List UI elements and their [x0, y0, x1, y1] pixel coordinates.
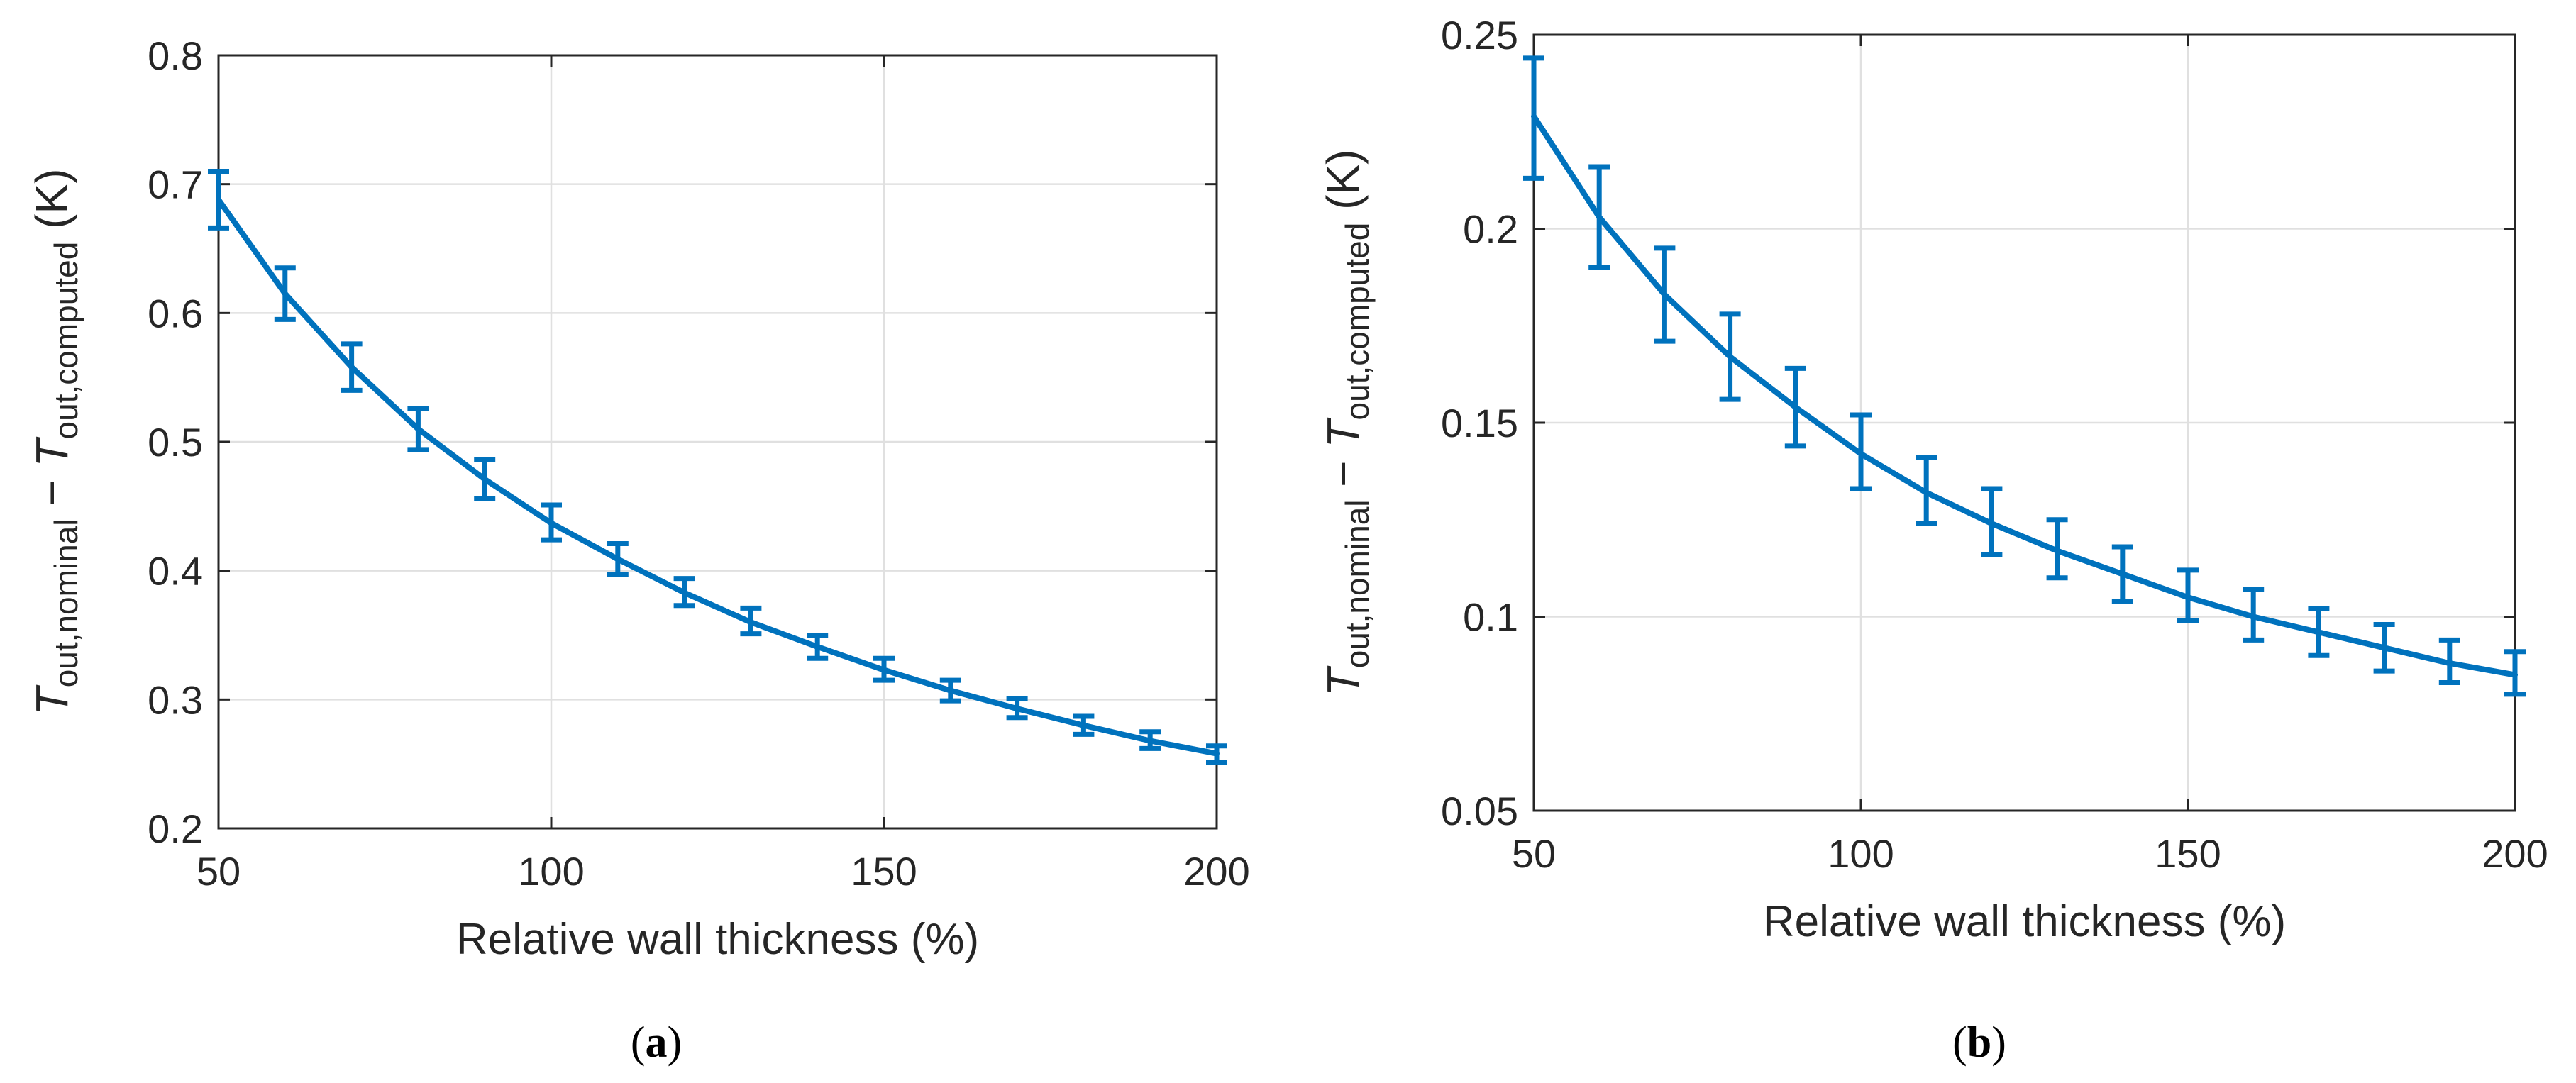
chart-a-ytick-label-5: 0.7 [148, 162, 203, 207]
chart-a-errorbar-6 [607, 541, 629, 577]
chart-b-ytick-label-2: 0.15 [1441, 401, 1518, 445]
chart-a-errorbar-5 [541, 502, 562, 543]
chart-a-errorbar-14 [1139, 729, 1161, 751]
chart-a-y-axis-label: Tout,nominal − Tout,computed (K) [26, 169, 84, 716]
chart-b-errorbar-1 [1588, 164, 1610, 270]
chart-b-errorbar-2 [1654, 245, 1676, 344]
chart-b-y-ticks: 0.05 0.1 0.15 0.2 0.25 [1441, 13, 2515, 833]
chart-a-series-line [216, 196, 1220, 757]
chart-b-ylabel-t2: T [1317, 418, 1369, 448]
chart-a-errorbar-4 [474, 457, 496, 501]
chart-b-grid [1534, 35, 2515, 811]
chart-b-errorbar-3 [1719, 311, 1741, 402]
chart-b-errorbar-13 [2373, 621, 2395, 674]
chart-b-errorbar-7 [1981, 486, 2003, 557]
chart-b-ylabel-sub2: out,computed [1339, 223, 1376, 421]
chart-a-x-ticks: 50 100 150 200 [197, 55, 1250, 894]
chart-b-errorbar-5 [1850, 412, 1872, 491]
chart-b-errorbar-15 [2504, 649, 2526, 697]
chart-b-ytick-label-0: 0.05 [1441, 789, 1518, 833]
panel-label-a: (a) [631, 1018, 682, 1067]
chart-b-ylabel-minus: − [1317, 448, 1369, 500]
chart-b-ylabel-unit: (K) [1317, 150, 1369, 223]
chart-b-x-ticks: 50 100 150 200 [1512, 35, 2548, 876]
chart-b-ylabel-sub1: out,nominal [1339, 499, 1376, 668]
chart-a-errorbar-7 [673, 576, 695, 609]
chart-a-ytick-label-6: 0.8 [148, 33, 203, 78]
chart-a-errorbar-15 [1206, 743, 1227, 765]
chart-a-ylabel-minus: − [26, 467, 77, 519]
chart-panel-b: 50 100 150 200 0.05 0.1 0.15 0.2 0.25 Relative … [1288, 0, 2576, 1083]
chart-b-svg: 50 100 150 200 0.05 0.1 0.15 0.2 0.25 Relative … [1317, 13, 2548, 1067]
chart-a-ytick-label-4: 0.6 [148, 291, 203, 335]
chart-a-xtick-label-1: 100 [518, 849, 584, 894]
chart-a-errorbar-0 [208, 169, 229, 231]
chart-b-xtick-label-3: 200 [2482, 831, 2548, 876]
chart-b-ytick-label-3: 0.2 [1463, 207, 1518, 252]
chart-a-ylabel-sub1: out,nominal [48, 518, 84, 687]
chart-b-errorbar-11 [2243, 587, 2265, 643]
chart-a-xtick-label-2: 150 [851, 849, 917, 894]
chart-a-errorbar-10 [873, 655, 895, 683]
chart-a-svg: 50 100 150 200 0.2 0.3 0.4 0.5 0.6 0.7 0.8 Relati… [26, 33, 1250, 1067]
chart-b-errorbar-12 [2308, 606, 2330, 658]
chart-b-ytick-label-1: 0.1 [1463, 595, 1518, 640]
chart-a-errorbar-11 [939, 677, 961, 704]
chart-b-errorbar-14 [2438, 637, 2460, 685]
panel-label-b-letter: b [1967, 1018, 1991, 1067]
chart-a-xtick-label-0: 50 [197, 849, 241, 894]
chart-b-series-line [1531, 113, 2518, 678]
chart-a-y-ticks: 0.2 0.3 0.4 0.5 0.6 0.7 0.8 [148, 33, 1217, 851]
chart-a-errorbar-1 [274, 265, 296, 322]
chart-a-ytick-label-2: 0.4 [148, 549, 203, 594]
chart-a-errorbar-3 [407, 406, 429, 452]
chart-b-xtick-label-0: 50 [1512, 831, 1556, 876]
chart-a-ylabel-t2: T [26, 437, 77, 467]
chart-b-series [1523, 55, 2526, 697]
chart-b-errorbar-8 [2046, 517, 2068, 581]
chart-b-errorbar-10 [2177, 567, 2199, 623]
chart-b-ylabel-t1: T [1317, 665, 1369, 696]
chart-panel-a: 50 100 150 200 0.2 0.3 0.4 0.5 0.6 0.7 0.8 Relati… [26, 33, 1250, 1067]
chart-a-ytick-label-3: 0.5 [148, 420, 203, 465]
chart-a-errorbar-8 [740, 605, 762, 637]
chart-b-errorbar-4 [1784, 365, 1806, 449]
chart-a-series [208, 169, 1227, 765]
panel-label-b: (b) [1952, 1018, 2006, 1067]
chart-b-ytick-label-4: 0.25 [1441, 13, 1518, 57]
chart-a-x-axis-label: Relative wall thickness (%) [456, 915, 979, 964]
chart-a-ytick-label-1: 0.3 [148, 677, 203, 722]
chart-a-grid [219, 55, 1217, 828]
chart-a-ylabel-sub2: out,computed [48, 242, 84, 440]
chart-a-ylabel-unit: (K) [26, 169, 77, 242]
chart-a-ylabel-t1: T [26, 684, 77, 715]
chart-b-errorbar-6 [1916, 455, 1937, 526]
chart-b-xtick-label-1: 100 [1828, 831, 1894, 876]
chart-b-y-axis-label: Tout,nominal − Tout,computed (K) [1317, 150, 1376, 696]
chart-b-errorbar-9 [2111, 544, 2133, 604]
chart-a-ytick-label-0: 0.2 [148, 806, 203, 851]
chart-a-errorbar-2 [341, 341, 363, 393]
panel-label-a-letter: a [646, 1018, 668, 1067]
chart-a-errorbar-12 [1006, 696, 1028, 721]
chart-b-x-axis-label: Relative wall thickness (%) [1763, 897, 2286, 946]
chart-a-errorbar-13 [1073, 713, 1095, 737]
chart-a-errorbar-9 [807, 633, 829, 661]
chart-b-xtick-label-2: 150 [2155, 831, 2221, 876]
chart-a-xtick-label-3: 200 [1183, 849, 1249, 894]
chart-b-errorbar-0 [1523, 55, 1544, 181]
